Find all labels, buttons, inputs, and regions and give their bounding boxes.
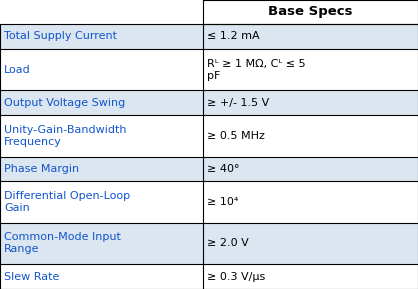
- Bar: [0, 115, 418, 157]
- Text: ≥ 10⁴: ≥ 10⁴: [207, 197, 238, 207]
- Text: Rᴸ ≥ 1 MΩ, Cᴸ ≤ 5
pF: Rᴸ ≥ 1 MΩ, Cᴸ ≤ 5 pF: [207, 59, 306, 81]
- Text: ≤ 1.2 mA: ≤ 1.2 mA: [207, 32, 259, 41]
- Text: Base Specs: Base Specs: [268, 5, 353, 18]
- Text: ≥ 0.5 MHz: ≥ 0.5 MHz: [207, 131, 265, 141]
- Text: Common-Mode Input
Range: Common-Mode Input Range: [4, 232, 121, 254]
- Text: ≥ 0.3 V/μs: ≥ 0.3 V/μs: [207, 272, 265, 281]
- Text: Load: Load: [4, 64, 31, 75]
- Text: Output Voltage Swing: Output Voltage Swing: [4, 98, 125, 108]
- Bar: [0, 264, 418, 289]
- Text: ≥ 2.0 V: ≥ 2.0 V: [207, 238, 248, 249]
- Bar: [0, 223, 418, 264]
- Text: Unity-Gain-Bandwidth
Frequency: Unity-Gain-Bandwidth Frequency: [4, 125, 127, 147]
- Text: ≥ +/- 1.5 V: ≥ +/- 1.5 V: [207, 98, 269, 108]
- Bar: [0, 90, 418, 115]
- Bar: [0, 0, 418, 24]
- Bar: [0, 24, 418, 49]
- Bar: [0, 181, 418, 223]
- Text: Total Supply Current: Total Supply Current: [4, 32, 117, 41]
- Text: Differential Open-Loop
Gain: Differential Open-Loop Gain: [4, 191, 130, 213]
- Bar: [0, 49, 418, 90]
- Bar: [0, 157, 418, 181]
- Text: ≥ 40°: ≥ 40°: [207, 164, 239, 174]
- Text: Slew Rate: Slew Rate: [4, 272, 59, 281]
- Text: Phase Margin: Phase Margin: [4, 164, 79, 174]
